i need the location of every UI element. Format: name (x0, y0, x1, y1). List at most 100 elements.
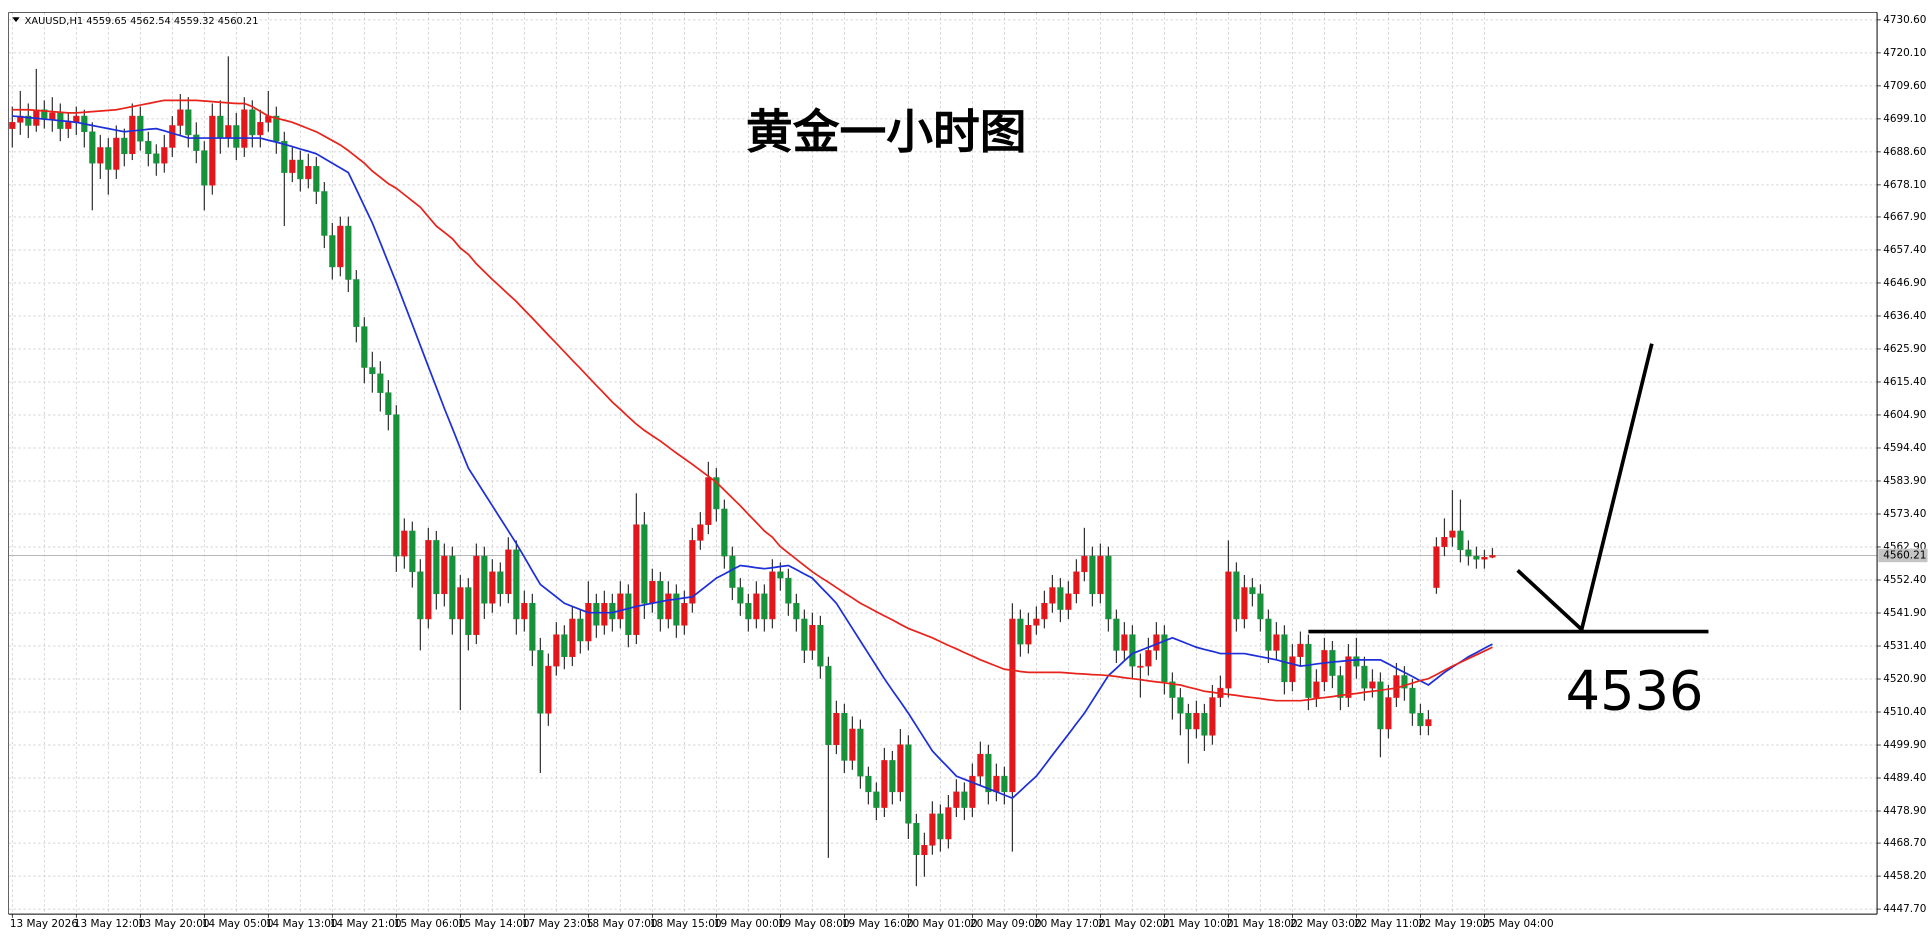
candle-body (313, 166, 320, 192)
y-tick-label: 4657.40 (1883, 244, 1926, 256)
candle-body (1409, 687, 1416, 714)
x-tick-label: 22 May 19:00 (1418, 918, 1490, 930)
candle-body (841, 713, 848, 761)
candle-body (1249, 587, 1256, 595)
x-tick-label: 18 May 07:00 (586, 918, 658, 930)
candle-body (553, 634, 560, 667)
candle-body (1081, 555, 1088, 573)
candle-body (1417, 713, 1424, 727)
candles (9, 56, 1496, 887)
y-tick-label: 4688.60 (1883, 146, 1926, 158)
candle-body (1353, 656, 1360, 667)
candle-body (289, 159, 296, 173)
candle-body (441, 555, 448, 595)
candle-body (1345, 656, 1352, 698)
candle-body (497, 571, 504, 595)
y-tick-label: 4531.40 (1883, 640, 1926, 652)
candle-body (169, 125, 176, 148)
candle-body (825, 665, 832, 745)
candle-body (465, 587, 472, 635)
candle-body (641, 524, 648, 604)
candle-body (1401, 675, 1408, 689)
y-tick-label: 4447.70 (1883, 903, 1926, 915)
y-tick-label: 4678.10 (1883, 179, 1926, 191)
candle-body (657, 581, 664, 620)
x-tick-label: 15 May 06:00 (394, 918, 466, 930)
candle-body (1137, 665, 1144, 668)
x-tick-label: 18 May 15:00 (650, 918, 722, 930)
x-tick-label: 20 May 01:00 (906, 918, 978, 930)
header-close: 4560.21 (218, 16, 259, 27)
x-tick-label: 20 May 09:00 (970, 918, 1042, 930)
y-tick-label: 4615.40 (1883, 376, 1926, 388)
candle-body (1017, 618, 1024, 645)
candle-body (425, 540, 432, 620)
candle-body (1433, 546, 1440, 588)
candle-body (161, 147, 168, 164)
candle-body (737, 587, 744, 604)
candle-body (505, 549, 512, 595)
candle-body (1385, 697, 1392, 730)
candle-body (1481, 556, 1488, 560)
candle-body (1025, 625, 1032, 645)
y-tick-label: 4541.90 (1883, 607, 1926, 619)
candle-body (201, 150, 208, 186)
candle-body (897, 744, 904, 793)
candle-body (793, 603, 800, 620)
candle-body (665, 593, 672, 620)
candle-body (345, 225, 352, 280)
grid (8, 12, 1878, 915)
candle-body (1145, 650, 1152, 667)
moving-average-line (12, 99, 1493, 702)
candle-body (489, 571, 496, 604)
candle-body (545, 665, 552, 714)
x-tick-label: 21 May 02:00 (1098, 918, 1170, 930)
candle-body (1169, 681, 1176, 698)
candle-body (609, 603, 616, 620)
candle-body (1425, 719, 1432, 727)
symbol: XAUUSD,H1 (25, 16, 83, 27)
x-tick-label: 19 May 08:00 (778, 918, 850, 930)
x-tick-label: 14 May 21:00 (330, 918, 402, 930)
x-tick-label: 22 May 11:00 (1354, 918, 1426, 930)
x-tick-label: 20 May 17:00 (1034, 918, 1106, 930)
x-tick-label: 13 May 2026 (10, 918, 78, 930)
candle-body (937, 813, 944, 840)
candle-body (129, 115, 136, 155)
candle-body (769, 571, 776, 620)
candle-body (761, 593, 768, 620)
candle-body (1161, 634, 1168, 683)
x-tick-label: 19 May 16:00 (842, 918, 914, 930)
candle-body (1265, 618, 1272, 651)
candle-body (137, 115, 144, 142)
candle-body (1009, 618, 1016, 793)
candle-body (833, 713, 840, 745)
header: XAUUSD,H1 4559.65 4562.54 4559.32 4560.2… (12, 16, 258, 27)
candle-body (1121, 634, 1128, 651)
candle-body (1305, 643, 1312, 698)
candle-body (961, 791, 968, 808)
y-tick-label: 4699.10 (1883, 113, 1926, 125)
candle-body (193, 134, 200, 151)
candle-body (329, 235, 336, 268)
candle-body (617, 593, 624, 620)
candle-body (1129, 634, 1136, 667)
candle-body (273, 115, 280, 142)
candle-body (929, 813, 936, 846)
candle-body (721, 508, 728, 557)
x-tick-label: 21 May 18:00 (1226, 918, 1298, 930)
candle-body (577, 618, 584, 642)
candle-body (1465, 549, 1472, 557)
candle-body (1185, 713, 1192, 730)
candle-body (977, 753, 984, 777)
candle-body (321, 191, 328, 236)
annotations: 黄金一小时图 4536 (746, 106, 1709, 723)
candle-body (1297, 643, 1304, 657)
candle-body (681, 603, 688, 626)
x-tick-label: 19 May 00:00 (714, 918, 786, 930)
candle-body (1337, 675, 1344, 698)
last-price-tag (1878, 548, 1928, 563)
candle-body (1201, 713, 1208, 736)
candle-body (569, 618, 576, 657)
candle-body (1473, 555, 1480, 560)
